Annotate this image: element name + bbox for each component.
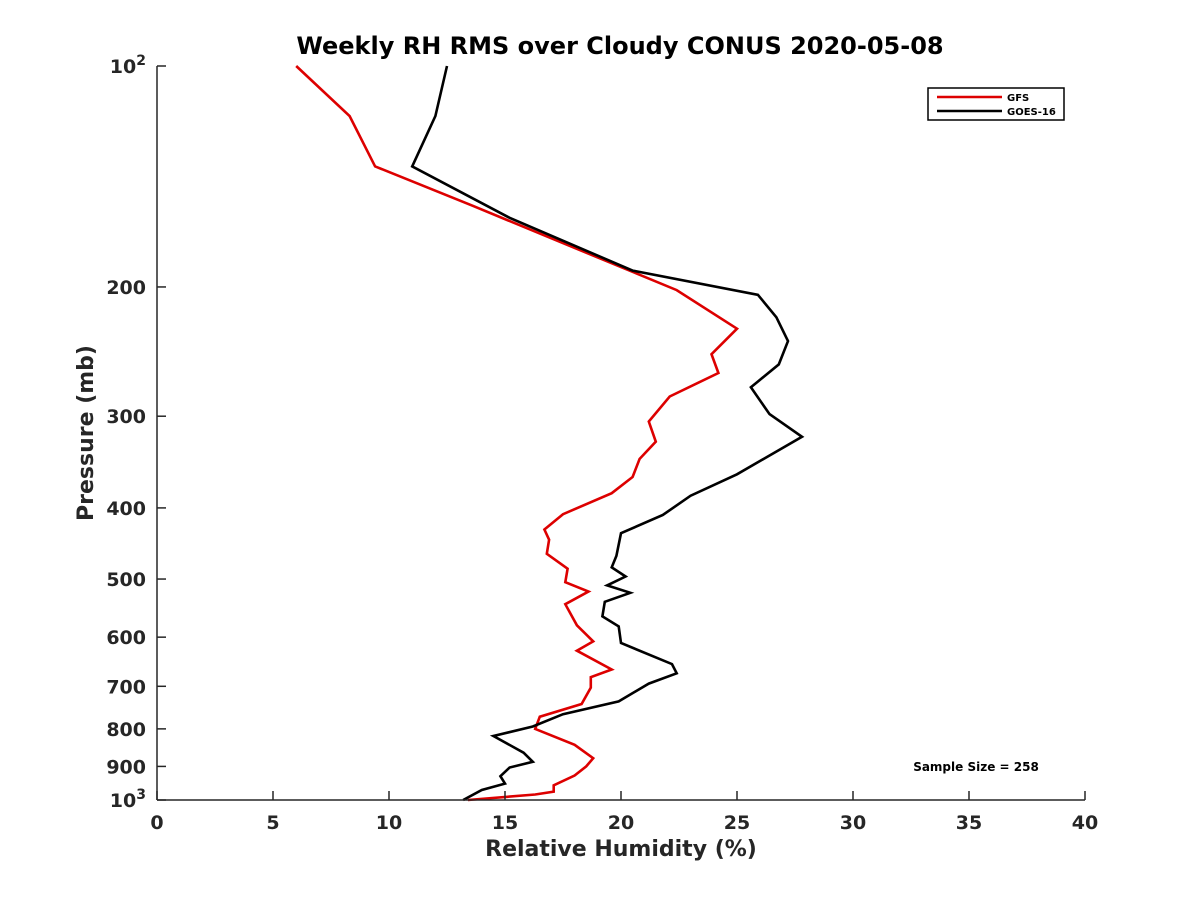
y-tick-label: 600 xyxy=(106,627,146,649)
x-tick-label: 30 xyxy=(840,812,866,834)
y-ticks: 102 200 300 400 500 600 700 800 900 103 xyxy=(106,53,166,812)
y-tick-label: 500 xyxy=(106,569,146,591)
x-tick-label: 10 xyxy=(376,812,402,834)
y-tick-label: 800 xyxy=(106,719,146,741)
x-tick-label: 35 xyxy=(956,812,982,834)
x-tick-label: 20 xyxy=(608,812,634,834)
x-tick-label: 15 xyxy=(492,812,518,834)
y-tick-label: 700 xyxy=(106,676,146,698)
series-layer xyxy=(295,65,805,802)
chart-title: Weekly RH RMS over Cloudy CONUS 2020-05-… xyxy=(296,32,943,60)
y-axis-label: Pressure (mb) xyxy=(74,345,99,521)
y-tick-label: 200 xyxy=(106,277,146,299)
legend: GFS GOES-16 xyxy=(927,87,1065,121)
sample-size-annotation: Sample Size = 258 xyxy=(913,760,1039,774)
series-line-gfs xyxy=(295,65,740,802)
legend-label-gfs: GFS xyxy=(1007,93,1029,104)
x-axis-label: Relative Humidity (%) xyxy=(485,837,757,862)
legend-label-goes16: GOES-16 xyxy=(1007,107,1056,118)
legend-box xyxy=(927,87,1065,121)
x-tick-label: 0 xyxy=(150,812,163,834)
series-line-goes16 xyxy=(410,65,805,802)
x-ticks: 0 5 10 15 20 25 30 35 40 xyxy=(150,791,1098,834)
y-tick-label: 103 xyxy=(110,787,146,812)
x-tick-label: 40 xyxy=(1072,812,1098,834)
x-tick-label: 25 xyxy=(724,812,750,834)
x-tick-label: 5 xyxy=(266,812,279,834)
y-tick-label: 300 xyxy=(106,406,146,428)
y-tick-label: 102 xyxy=(110,53,146,78)
y-tick-label: 900 xyxy=(106,756,146,778)
y-tick-label: 400 xyxy=(106,498,146,520)
